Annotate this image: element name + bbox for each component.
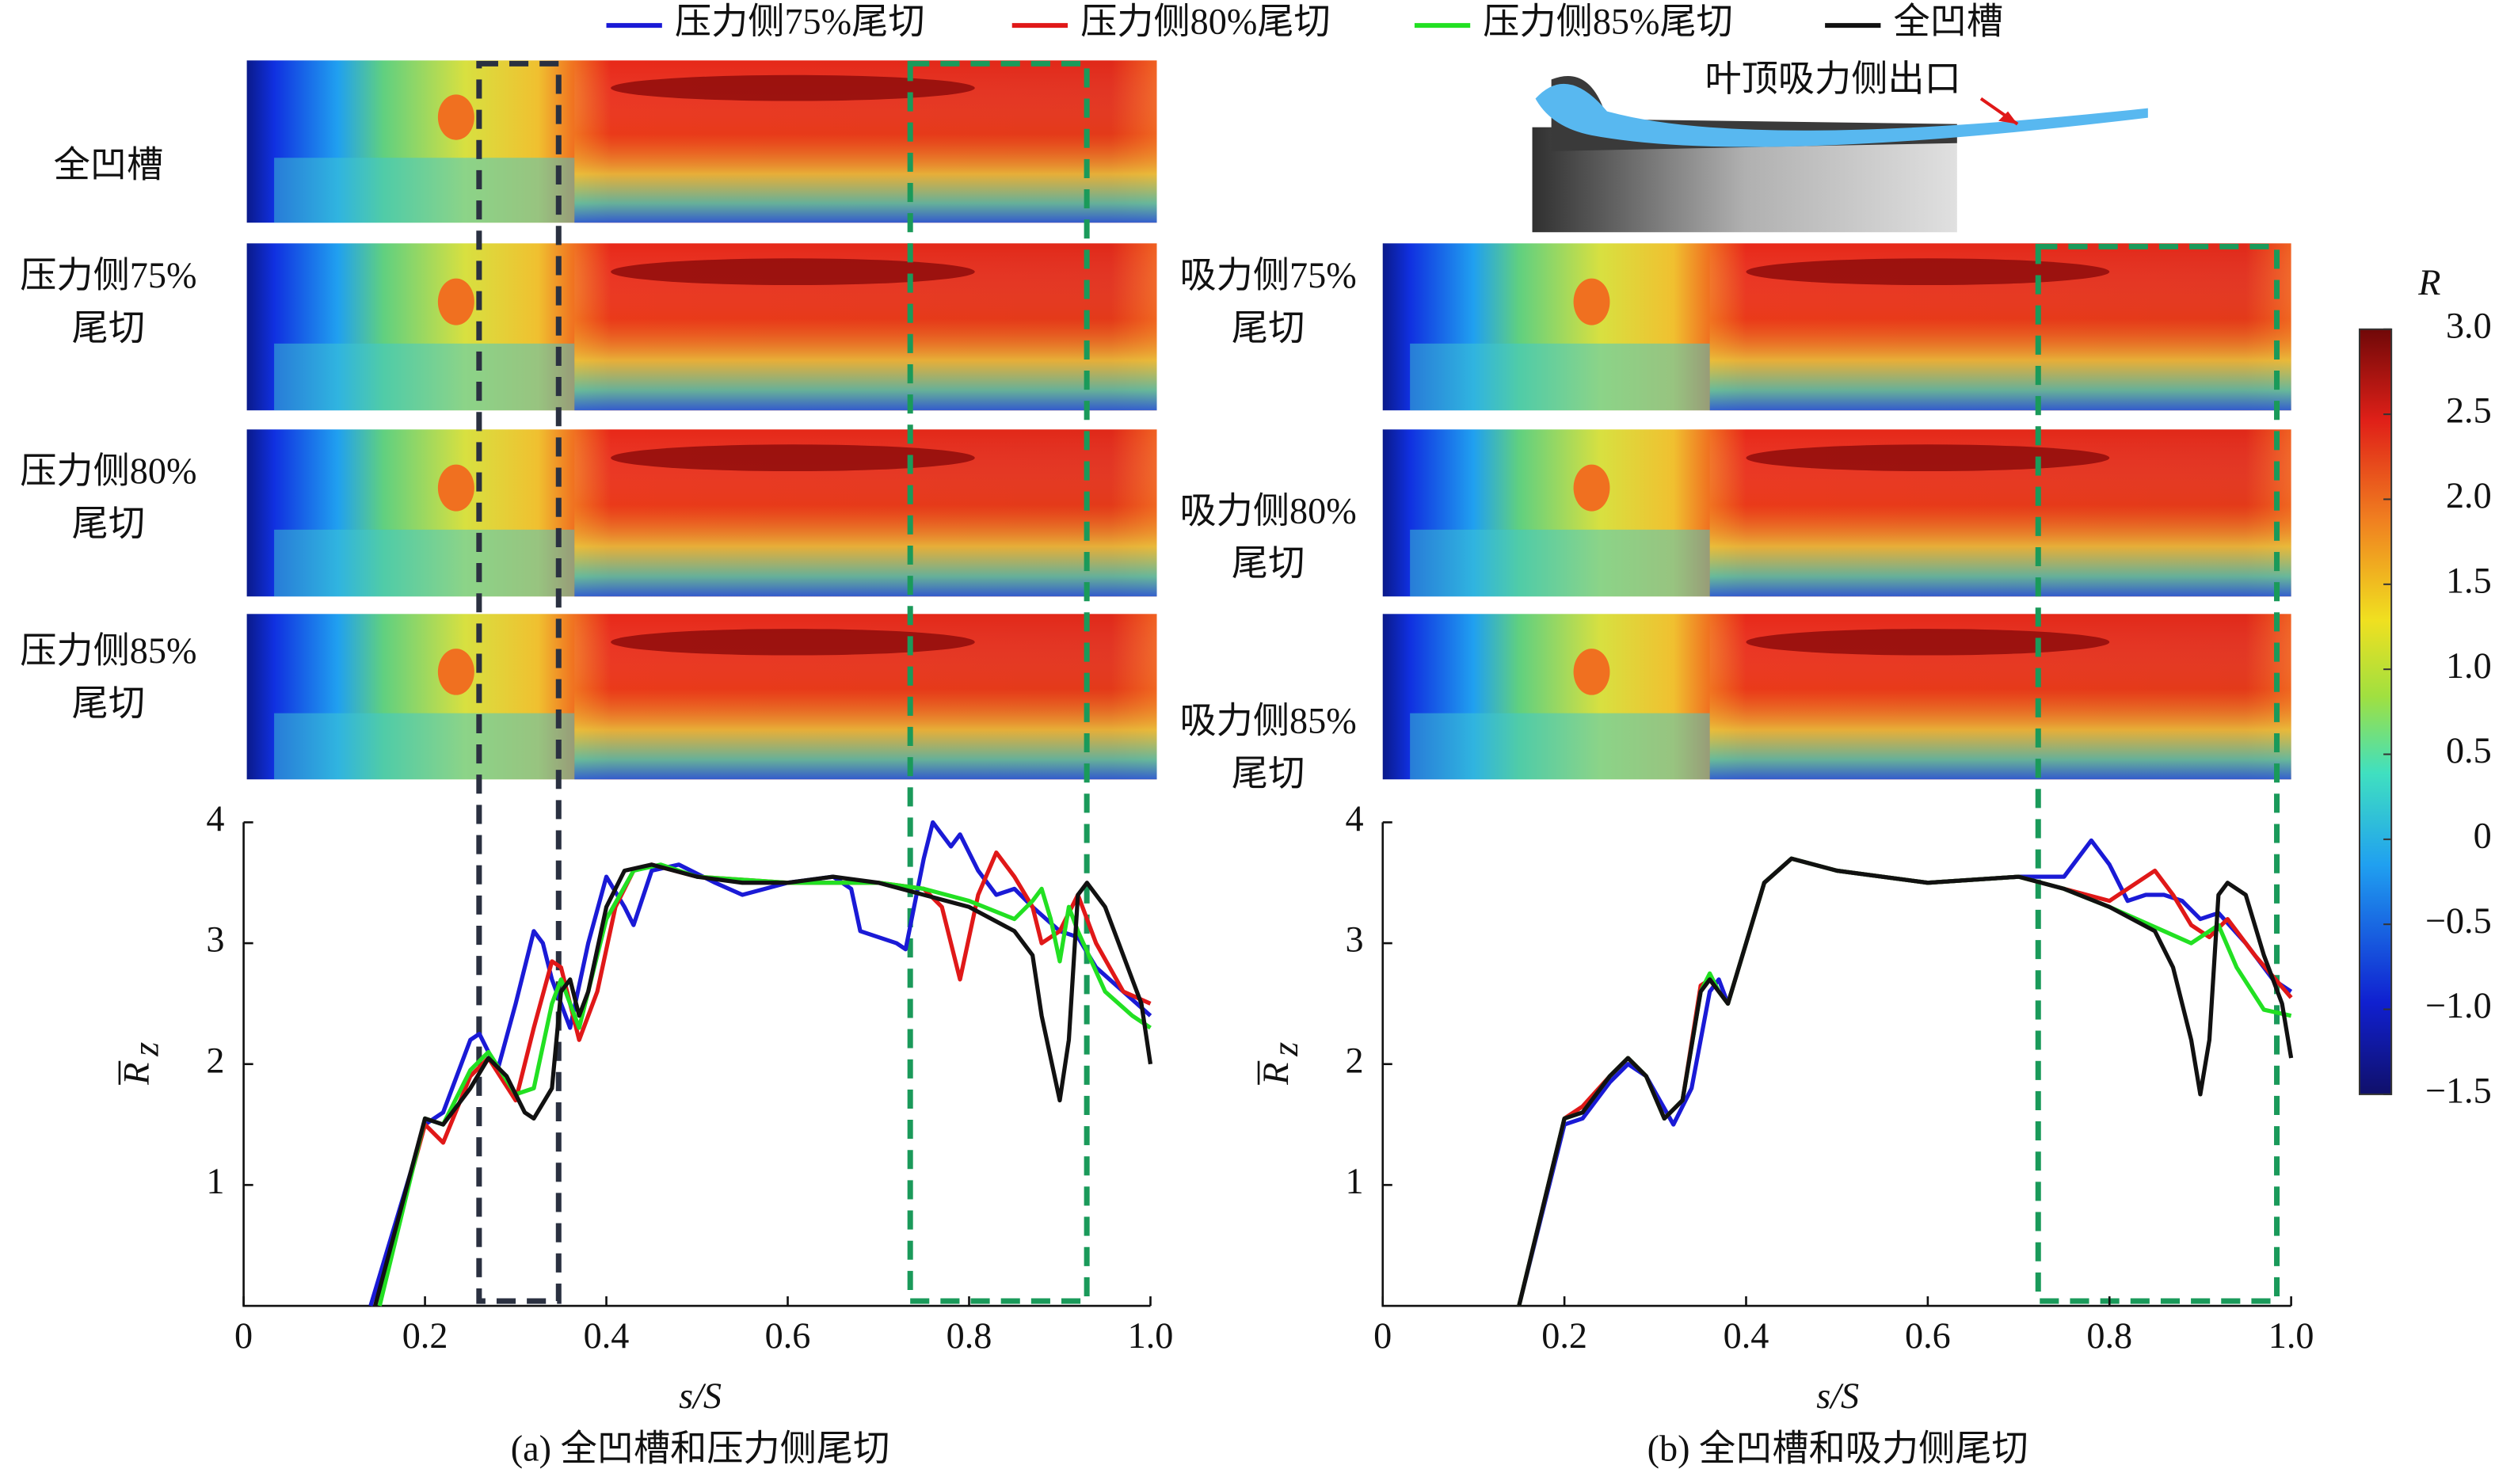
series-line [377, 862, 1152, 1307]
x-tick-label: 0 [234, 1315, 253, 1356]
highlight-boxes [476, 60, 2280, 1304]
series-line [373, 862, 1153, 1307]
map-label: 吸力侧85% [1179, 700, 1356, 740]
legend-label: 压力侧85%尾切 [1483, 2, 1733, 42]
y-tick-label: 4 [206, 798, 224, 839]
x-tick-label: 0.4 [584, 1315, 630, 1356]
legend-label: 压力侧80%尾切 [1080, 2, 1331, 42]
colorbar-tick-label: 3.0 [2446, 305, 2492, 345]
map-label: 尾切 [72, 307, 145, 348]
contour-peak [1746, 629, 2110, 656]
map-label: 吸力侧80% [1179, 490, 1356, 531]
caption: (a) 全凹槽和压力侧尾切 [511, 1428, 890, 1468]
x-tick-label: 0.2 [1541, 1315, 1587, 1356]
caption: (b) 全凹槽和吸力侧尾切 [1647, 1428, 2028, 1468]
blade-sketch [1532, 75, 2148, 233]
y-tick-label: 1 [206, 1161, 224, 1201]
colorbar-tick-label: 1.0 [2446, 645, 2492, 686]
contour-spot [437, 464, 474, 512]
y-axis-label-main: R [1255, 1063, 1296, 1086]
contour-shade [274, 343, 575, 411]
x-tick-label: 0.4 [1724, 1315, 1769, 1356]
contour-peak [611, 629, 975, 656]
y-tick-label: 4 [1346, 798, 1364, 839]
x-tick-label: 0.6 [765, 1315, 811, 1356]
contour-shade [274, 158, 575, 223]
x-tick-label: 0.2 [402, 1315, 448, 1356]
axis [242, 822, 1151, 1307]
y-axis-label: Rz [116, 1042, 166, 1086]
contour-spot [1573, 649, 1610, 695]
y-axis-label: Rz [1255, 1042, 1305, 1086]
contour-spot [437, 94, 474, 140]
colorbar-tick-label: −1.5 [2425, 1070, 2492, 1110]
contour-peak [611, 258, 975, 286]
legend: 压力侧75%尾切 压力侧80%尾切 压力侧85%尾切 全凹槽 [606, 2, 2003, 42]
x-tick-label: 0.6 [1905, 1315, 1951, 1356]
x-tick-label: 1.0 [2268, 1315, 2314, 1356]
y-axis-label-sub: z [126, 1042, 166, 1057]
contour-spot [437, 278, 474, 325]
colorbar-tick-label: 2.0 [2446, 475, 2492, 516]
contour-shade [274, 713, 575, 780]
colorbar-label: R [2417, 262, 2440, 303]
annotation: 叶顶吸力侧出口 [1705, 59, 1960, 99]
y-tick-label: 3 [206, 919, 224, 960]
colorbar-tick-label: 0 [2474, 815, 2492, 855]
map-label: 尾切 [72, 503, 145, 543]
y-tick-label: 3 [1346, 919, 1364, 960]
contour-shade [1410, 343, 1710, 411]
contour-peak [611, 74, 975, 101]
series-line [373, 850, 1152, 1307]
map-label: 压力侧75% [20, 255, 196, 295]
series-line [1517, 856, 2294, 1307]
contour-peak [1746, 444, 2110, 472]
map-label: 吸力侧75% [1179, 255, 1356, 295]
colorbar-tick-label: −0.5 [2425, 900, 2492, 941]
colorbar-tick-label: 0.5 [2446, 730, 2492, 771]
contour-spot [1573, 278, 1610, 325]
x-tick-label: 0 [1373, 1315, 1392, 1356]
x-axis-label: s/S [679, 1376, 722, 1416]
series-line [1517, 838, 2293, 1307]
colorbar-tick-label: 2.5 [2446, 390, 2492, 431]
contour-shade [274, 529, 575, 597]
colorbar [2358, 328, 2393, 1095]
y-tick-label: 1 [1346, 1161, 1364, 1201]
y-tick-label: 2 [206, 1040, 224, 1080]
series-line [1517, 856, 2292, 1307]
contour-peak [611, 444, 975, 472]
contour-peak [1746, 258, 2110, 286]
colorbar-tick-label: 1.5 [2446, 560, 2492, 600]
map-label: 尾切 [1232, 753, 1305, 793]
contour-spot [437, 649, 474, 695]
contour-maps [246, 60, 2291, 780]
x-tick-label: 1.0 [1128, 1315, 1174, 1356]
legend-label: 压力侧75%尾切 [675, 2, 925, 42]
map-label: 压力侧85% [20, 630, 196, 671]
y-axis-label-sub: z [1265, 1042, 1305, 1057]
y-tick-label: 2 [1346, 1040, 1364, 1080]
series-line [368, 820, 1152, 1307]
map-label: 全凹槽 [54, 145, 164, 185]
x-tick-label: 0.8 [2086, 1315, 2132, 1356]
colorbar-tick-label: −1.0 [2425, 985, 2492, 1025]
x-tick-label: 0.8 [947, 1315, 992, 1356]
map-label: 压力侧80% [20, 451, 196, 491]
contour-shade [1410, 713, 1710, 780]
x-axis-label: s/S [1816, 1376, 1859, 1416]
series-line [1517, 856, 2293, 1307]
map-label: 尾切 [72, 683, 145, 723]
y-axis-label-main: R [116, 1063, 157, 1086]
legend-label: 全凹槽 [1893, 2, 2003, 42]
map-label: 尾切 [1232, 307, 1305, 348]
contour-shade [1410, 529, 1710, 597]
map-label: 尾切 [1232, 543, 1305, 584]
contour-spot [1573, 464, 1610, 512]
